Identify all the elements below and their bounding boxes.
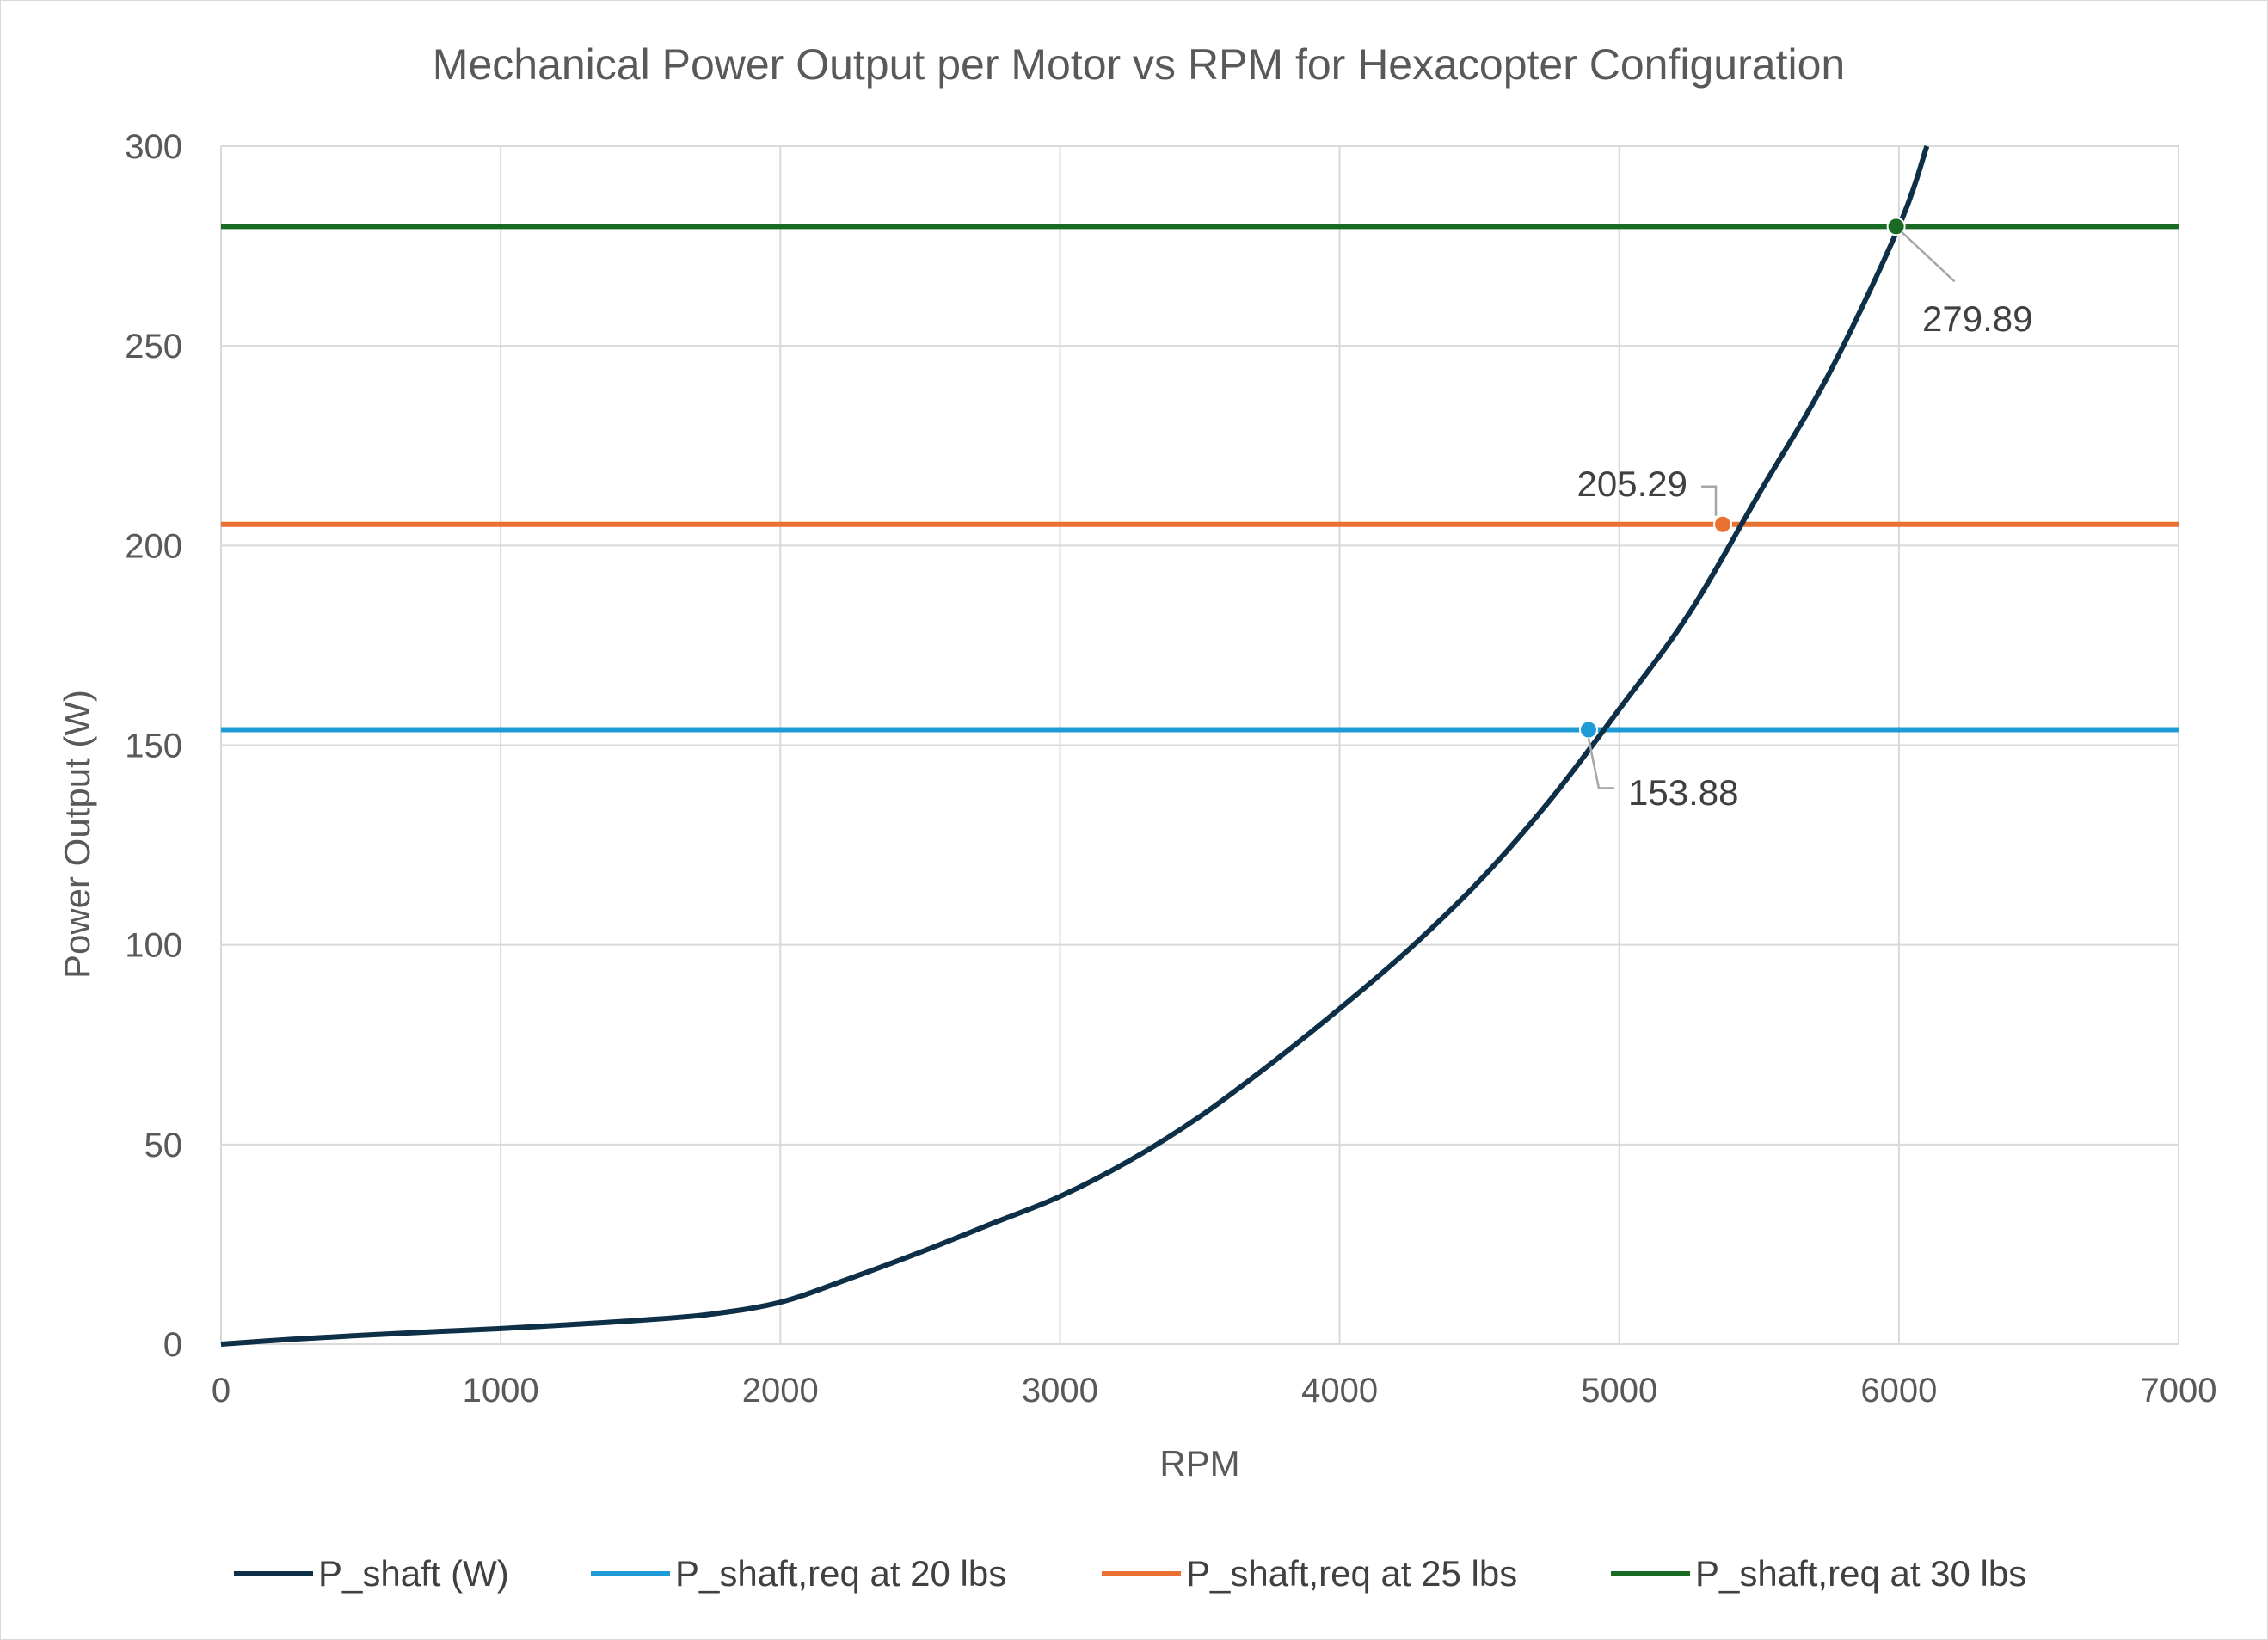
legend-label: P_shaft,req at 30 lbs xyxy=(1695,1553,2026,1594)
x-axis-ticks: 0 1000 2000 3000 4000 5000 6000 7000 xyxy=(212,1372,2217,1410)
x-tick-label: 1000 xyxy=(463,1372,539,1410)
x-tick-label: 7000 xyxy=(2141,1372,2217,1410)
y-axis-title: Power Output (W) xyxy=(57,690,97,979)
y-tick-label: 300 xyxy=(125,128,182,166)
y-tick-label: 150 xyxy=(125,728,182,765)
annotation-label: 205.29 xyxy=(1577,464,1687,504)
y-tick-label: 100 xyxy=(125,927,182,965)
y-tick-label: 250 xyxy=(125,328,182,365)
power-curve xyxy=(221,145,1930,1347)
x-tick-label: 0 xyxy=(212,1372,230,1410)
y-tick-label: 200 xyxy=(125,527,182,565)
x-axis-title: RPM xyxy=(1159,1443,1239,1483)
intersection-marker-3 xyxy=(1886,217,1906,236)
x-tick-label: 5000 xyxy=(1581,1372,1657,1410)
x-tick-label: 2000 xyxy=(742,1372,819,1410)
legend-label: P_shaft,req at 20 lbs xyxy=(675,1553,1006,1594)
legend: P_shaft (W) P_shaft,req at 20 lbs P_shaft,… xyxy=(234,1553,2026,1594)
annotation-label: 279.89 xyxy=(1922,298,2032,339)
annotation-leader-2 xyxy=(1701,485,1718,516)
x-tick-label: 4000 xyxy=(1301,1372,1378,1410)
series-line-p-shaft xyxy=(221,145,1930,1347)
legend-label: P_shaft,req at 25 lbs xyxy=(1186,1553,1517,1594)
y-tick-label: 0 xyxy=(163,1326,182,1364)
annotation-leader-3 xyxy=(1900,230,1956,283)
annotation-leader-1 xyxy=(1587,738,1614,789)
annotation-label: 153.88 xyxy=(1628,772,1738,813)
legend-label: P_shaft (W) xyxy=(318,1553,509,1594)
y-axis-ticks: 0 50 100 150 200 250 300 xyxy=(125,128,182,1364)
x-tick-label: 6000 xyxy=(1860,1372,1937,1410)
reference-lines xyxy=(221,224,2179,733)
chart-title: Mechanical Power Output per Motor vs RPM… xyxy=(433,40,1845,89)
intersection-marker-1 xyxy=(1578,720,1598,740)
intersection-marker-2 xyxy=(1713,514,1733,534)
annotations: 153.88 205.29 279.89 xyxy=(1577,230,2032,813)
grid xyxy=(220,145,2179,1345)
y-tick-label: 50 xyxy=(144,1127,183,1164)
x-tick-label: 3000 xyxy=(1022,1372,1098,1410)
